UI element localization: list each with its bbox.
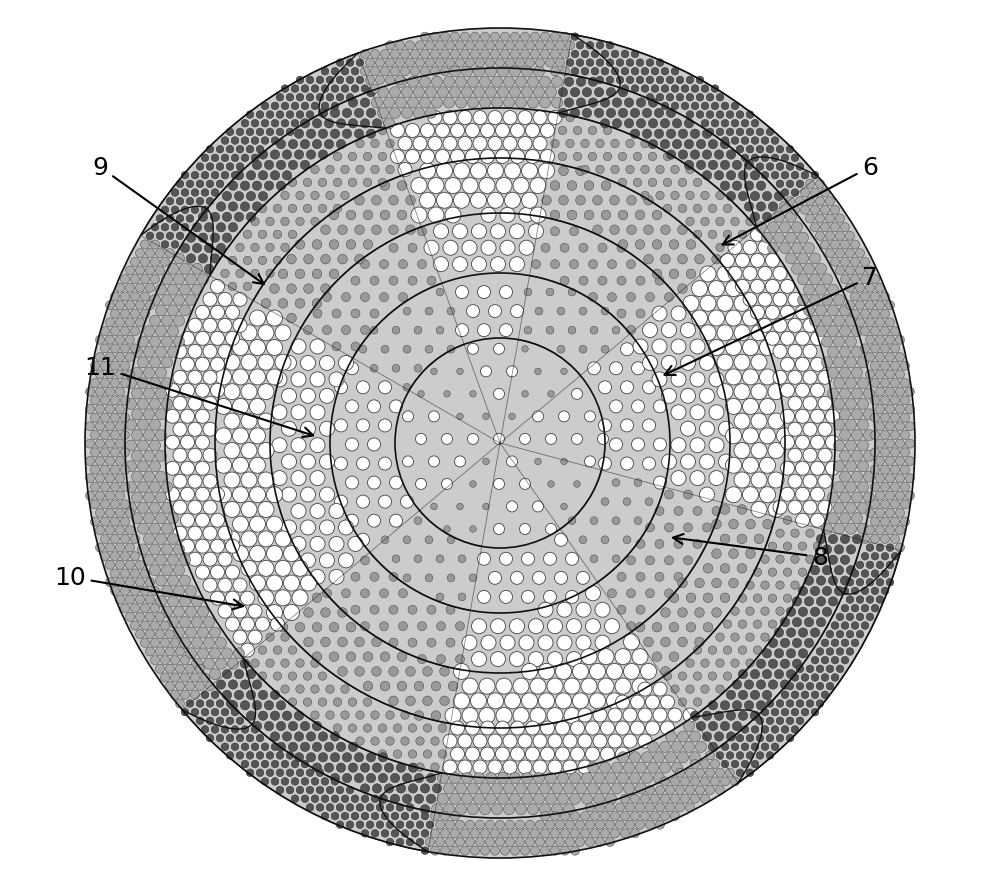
- Circle shape: [125, 69, 875, 818]
- Circle shape: [395, 338, 605, 548]
- Circle shape: [330, 274, 670, 613]
- Text: 11: 11: [84, 355, 313, 438]
- Text: 7: 7: [665, 266, 878, 376]
- Text: 8: 8: [673, 534, 828, 570]
- Circle shape: [215, 159, 785, 728]
- Circle shape: [165, 109, 835, 778]
- Text: 9: 9: [92, 156, 264, 284]
- Text: 6: 6: [723, 156, 878, 245]
- Text: 10: 10: [54, 565, 243, 610]
- Circle shape: [270, 214, 730, 673]
- Circle shape: [85, 29, 915, 858]
- Circle shape: [85, 29, 915, 858]
